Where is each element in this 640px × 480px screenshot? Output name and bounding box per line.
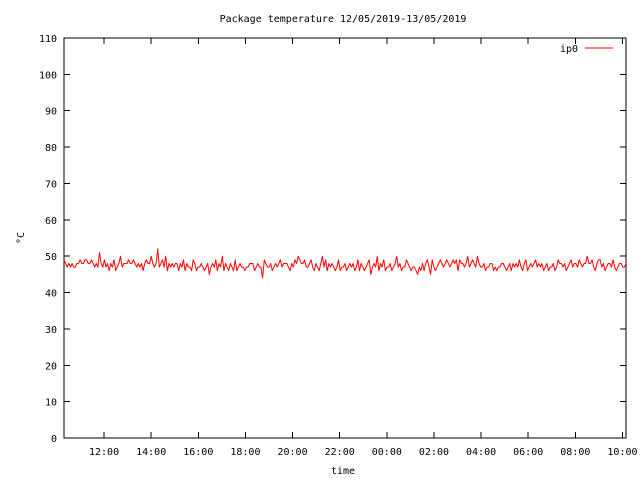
x-tick-label: 14:00 — [136, 447, 166, 458]
y-tick-label: 90 — [45, 107, 57, 118]
y-axis-label: °C — [16, 232, 27, 244]
x-tick-label: 20:00 — [278, 447, 308, 458]
y-tick-label: 10 — [45, 398, 57, 409]
series-line-ip0 — [63, 248, 627, 279]
x-tick-label: 10:00 — [607, 447, 637, 458]
y-tick-label: 30 — [45, 325, 57, 336]
x-tick-label: 12:00 — [89, 447, 119, 458]
y-tick-label: 100 — [39, 70, 57, 81]
x-tick-label: 16:00 — [183, 447, 213, 458]
y-tick-label: 70 — [45, 179, 57, 190]
x-tick-label: 02:00 — [419, 447, 449, 458]
y-tick-label: 0 — [51, 434, 57, 445]
x-tick-label: 06:00 — [513, 447, 543, 458]
x-tick-label: 04:00 — [466, 447, 496, 458]
y-tick-label: 80 — [45, 143, 57, 154]
x-tick-label: 18:00 — [230, 447, 260, 458]
series-layer — [63, 248, 627, 279]
x-tick-label: 08:00 — [560, 447, 590, 458]
plot-border — [63, 37, 627, 439]
axes: 0 10 20 30 40 50 60 70 80 90 100 110 12:00 14:00 16:00… — [39, 34, 638, 458]
legend-label-ip0: ip0 — [560, 44, 578, 55]
x-axis-label: time — [331, 466, 355, 477]
y-tick-label: 50 — [45, 252, 57, 263]
y-tick-label: 40 — [45, 289, 57, 300]
x-tick-label: 22:00 — [325, 447, 355, 458]
y-tick-label: 110 — [39, 34, 57, 45]
y-tick-label: 60 — [45, 216, 57, 227]
chart-title: Package temperature 12/05/2019-13/05/201… — [220, 14, 467, 25]
legend: ip0 — [560, 44, 613, 55]
y-tick-label: 20 — [45, 361, 57, 372]
x-tick-label: 00:00 — [372, 447, 402, 458]
